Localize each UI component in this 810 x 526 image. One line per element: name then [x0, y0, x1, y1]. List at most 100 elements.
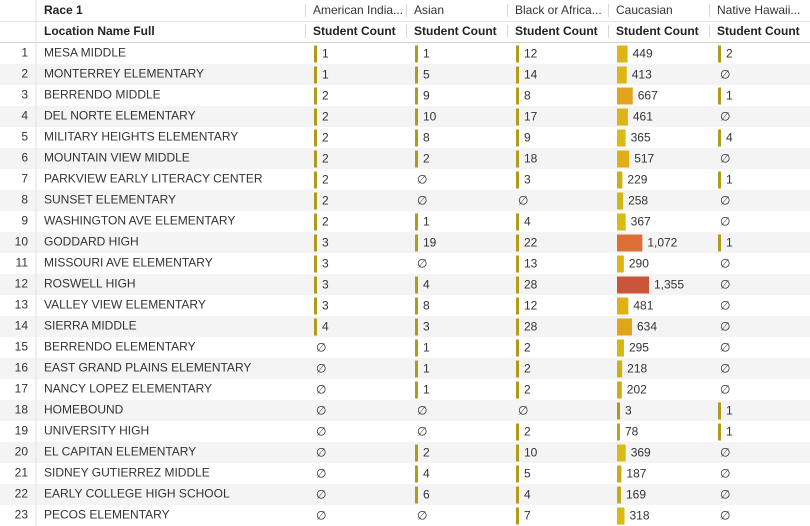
data-bar	[516, 444, 519, 462]
data-bar	[617, 45, 628, 63]
cell-value: 1,072	[647, 236, 677, 250]
data-bar	[314, 234, 317, 252]
null-cell: ∅	[720, 446, 730, 460]
row-label: BERRENDO MIDDLE	[44, 88, 161, 102]
data-bar	[617, 297, 629, 315]
cell-value: 1	[423, 47, 430, 61]
row-number: 17	[15, 382, 29, 396]
row-background	[0, 232, 810, 253]
cell-value: 3	[322, 299, 329, 313]
row-label: HOMEBOUND	[44, 403, 124, 417]
data-bar	[314, 87, 317, 105]
null-cell: ∅	[316, 425, 326, 439]
cell-value: 2	[322, 173, 329, 187]
cell-value: 8	[423, 299, 430, 313]
cell-value: 461	[633, 110, 653, 124]
cell-value: 9	[524, 131, 531, 145]
data-bar	[415, 276, 418, 294]
data-bar	[314, 213, 317, 231]
null-cell: ∅	[417, 257, 427, 271]
data-bar	[314, 129, 317, 147]
row-number: 10	[15, 235, 29, 249]
data-bar	[314, 45, 317, 63]
cell-value: 1	[423, 341, 430, 355]
cell-value: 367	[631, 215, 651, 229]
null-cell: ∅	[316, 509, 326, 523]
data-bar	[314, 297, 317, 315]
cell-value: 1	[423, 215, 430, 229]
cell-value: 1	[322, 47, 329, 61]
cell-value: 7	[524, 509, 531, 523]
data-bar	[314, 108, 317, 126]
column-header: American India...	[313, 3, 403, 17]
row-label: GODDARD HIGH	[44, 235, 139, 249]
cell-value: 634	[637, 320, 657, 334]
cell-value: 2	[524, 341, 531, 355]
row-background	[0, 106, 810, 127]
cell-value: 19	[423, 236, 437, 250]
row-number: 8	[21, 193, 28, 207]
measure-header: Student Count	[414, 24, 497, 38]
row-label: NANCY LOPEZ ELEMENTARY	[44, 382, 212, 396]
cell-value: 1	[726, 236, 733, 250]
row-label: SIERRA MIDDLE	[44, 319, 137, 333]
row-number: 14	[15, 319, 29, 333]
data-bar	[516, 171, 519, 189]
cell-value: 258	[628, 194, 648, 208]
data-bar	[516, 318, 519, 336]
cell-value: 10	[423, 110, 437, 124]
data-bar	[415, 381, 418, 399]
data-bar	[516, 360, 519, 378]
row-number: 12	[15, 277, 29, 291]
null-cell: ∅	[417, 194, 427, 208]
data-bar	[617, 465, 622, 483]
data-bar	[617, 381, 622, 399]
cell-value: 365	[631, 131, 651, 145]
cell-value: 2	[322, 194, 329, 208]
data-bar	[516, 255, 519, 273]
data-bar	[516, 66, 519, 84]
data-bar	[516, 486, 519, 504]
data-bar	[314, 318, 317, 336]
cell-value: 5	[423, 68, 430, 82]
group-header: Race 1	[44, 3, 83, 17]
cell-value: 2	[524, 362, 531, 376]
row-label: SIDNEY GUTIERREZ MIDDLE	[44, 466, 210, 480]
cell-value: 1	[726, 425, 733, 439]
cell-value: 18	[524, 152, 538, 166]
data-bar	[415, 444, 418, 462]
cell-value: 1	[423, 383, 430, 397]
cell-value: 1	[726, 89, 733, 103]
data-bar	[617, 360, 623, 378]
cell-value: 1	[322, 68, 329, 82]
cell-value: 202	[627, 383, 647, 397]
data-bar	[516, 339, 519, 357]
cell-value: 6	[423, 488, 430, 502]
data-bar	[415, 360, 418, 378]
data-bar	[516, 108, 519, 126]
null-cell: ∅	[316, 404, 326, 418]
row-number: 9	[21, 214, 28, 228]
data-bar	[516, 129, 519, 147]
data-bar	[617, 213, 626, 231]
row-number: 7	[21, 172, 28, 186]
null-cell: ∅	[720, 320, 730, 334]
data-bar	[617, 255, 624, 273]
null-cell: ∅	[417, 173, 427, 187]
row-label: BERRENDO ELEMENTARY	[44, 340, 196, 354]
data-bar	[314, 255, 317, 273]
cell-value: 22	[524, 236, 538, 250]
null-cell: ∅	[316, 362, 326, 376]
data-bar	[617, 507, 625, 525]
row-background	[0, 358, 810, 379]
null-cell: ∅	[720, 68, 730, 82]
cell-value: 4	[524, 488, 531, 502]
row-background	[0, 190, 810, 211]
row-label: UNIVERSITY HIGH	[44, 424, 149, 438]
data-bar	[617, 129, 626, 147]
column-header: Black or Africa...	[515, 3, 602, 17]
row-number: 6	[21, 151, 28, 165]
data-bar	[415, 486, 418, 504]
data-bar	[314, 192, 317, 210]
